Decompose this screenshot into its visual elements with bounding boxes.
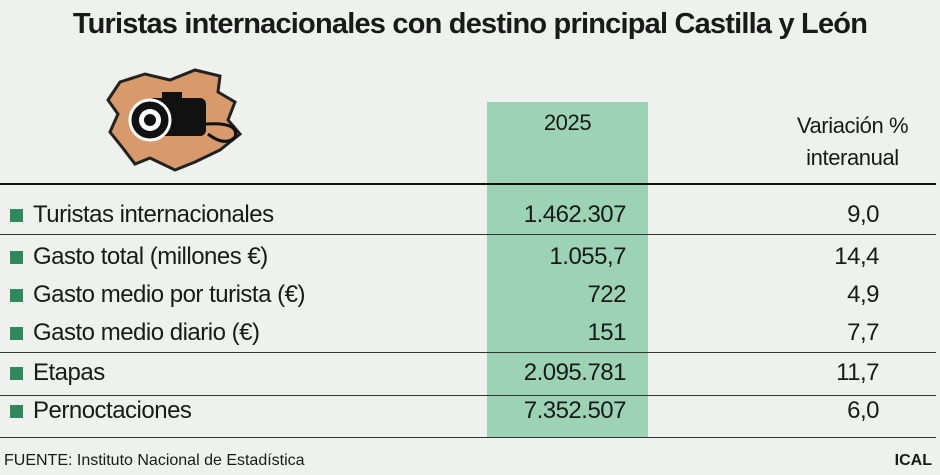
- row-label: Turistas internacionales: [33, 201, 274, 228]
- row-label: Pernoctaciones: [33, 397, 192, 424]
- bullet: [10, 367, 23, 380]
- row-rule: [0, 234, 936, 235]
- variation: 7,7: [847, 319, 879, 346]
- row-rule: [0, 395, 936, 396]
- row-label: Gasto medio diario (€): [33, 319, 260, 346]
- variation: 6,0: [847, 397, 879, 424]
- title: Turistas internacionales con destino pri…: [72, 8, 868, 40]
- bullet: [10, 327, 23, 340]
- value-2025: 722: [587, 281, 626, 308]
- row-rule: [0, 437, 936, 438]
- value-2025: 2.095.781: [523, 359, 627, 386]
- bullet: [10, 251, 23, 264]
- column-header: Variación % interanual: [796, 113, 909, 170]
- source: FUENTE: Instituto Nacional de Estadístic…: [4, 452, 305, 469]
- variation: 14,4: [834, 243, 879, 270]
- value-2025: 1.055,7: [549, 243, 626, 270]
- bullet: [10, 289, 23, 302]
- row-label: Gasto total (millones €): [33, 243, 268, 270]
- variation: 4,9: [847, 281, 879, 308]
- header-rule: [0, 183, 936, 185]
- value-2025: 1.462.307: [523, 201, 627, 228]
- map-camera-icon: [106, 68, 243, 172]
- row-rule: [0, 352, 936, 353]
- highlight-column: [487, 102, 648, 437]
- bullet: [10, 405, 23, 418]
- variation: 9,0: [847, 201, 879, 228]
- row-label: Gasto medio por turista (€): [33, 281, 305, 308]
- value-2025: 151: [587, 319, 626, 346]
- column-header: 2025: [543, 110, 592, 135]
- row-label: Etapas: [33, 359, 105, 386]
- bullet: [10, 209, 23, 222]
- variation: 11,7: [836, 359, 879, 386]
- credit: ICAL: [894, 452, 932, 469]
- value-2025: 7.352.507: [523, 397, 627, 424]
